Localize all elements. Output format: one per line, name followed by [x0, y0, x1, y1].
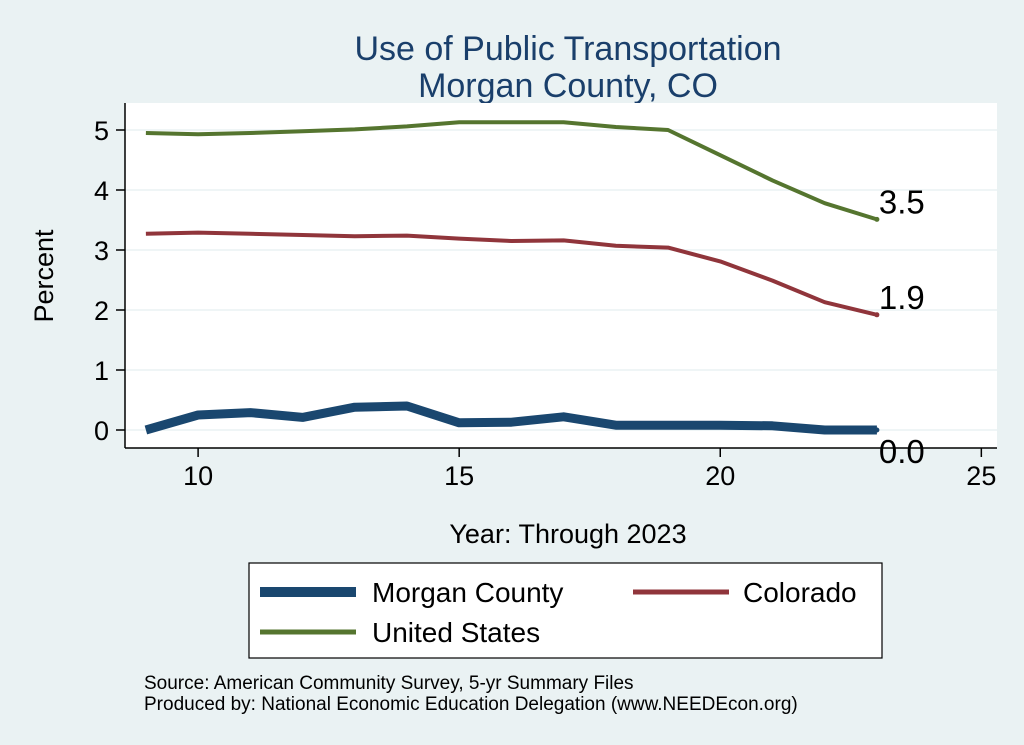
series-end-labels: 3.5 1.9 0.0 — [879, 183, 925, 470]
y-tick-label: 0 — [94, 416, 109, 446]
y-tick-label: 2 — [94, 296, 109, 326]
series-end-label: 0.0 — [879, 433, 925, 470]
series-lines — [144, 120, 880, 435]
legend-label: Colorado — [743, 577, 857, 608]
x-tick-label: 20 — [705, 461, 735, 491]
series-end-point — [874, 312, 880, 318]
y-tick-label: 3 — [94, 236, 109, 266]
footer-produced: Produced by: National Economic Education… — [144, 694, 798, 715]
legend-label: United States — [372, 617, 540, 648]
y-axis-ticks: 0 1 2 3 4 5 — [94, 116, 125, 446]
y-tick-label: 5 — [94, 116, 109, 146]
legend-box — [248, 562, 883, 659]
legend: Morgan County Colorado United States — [260, 577, 857, 648]
series-line-united-states — [145, 120, 878, 222]
series-line-colorado — [145, 230, 878, 317]
series-end-point — [874, 427, 880, 433]
series-end-point — [874, 216, 880, 222]
x-tick-label: 10 — [183, 461, 213, 491]
y-tick-label: 1 — [94, 356, 109, 386]
series-end-label: 1.9 — [879, 279, 925, 316]
x-axis-ticks: 10 15 20 25 — [183, 448, 996, 491]
chart-title-line-2: Morgan County, CO — [418, 67, 718, 105]
x-axis-title: Year: Through 2023 — [449, 519, 686, 549]
x-tick-label: 15 — [444, 461, 474, 491]
series-end-label: 3.5 — [879, 183, 925, 220]
y-axis-title: Percent — [29, 229, 59, 323]
plot-area — [125, 103, 997, 448]
legend-label: Morgan County — [372, 577, 563, 608]
series-line-morgan-county — [144, 401, 877, 435]
x-tick-label: 25 — [966, 461, 996, 491]
y-tick-label: 4 — [94, 176, 109, 206]
chart-title-line-1: Use of Public Transportation — [354, 30, 781, 68]
footer-source: Source: American Community Survey, 5-yr … — [144, 673, 634, 694]
